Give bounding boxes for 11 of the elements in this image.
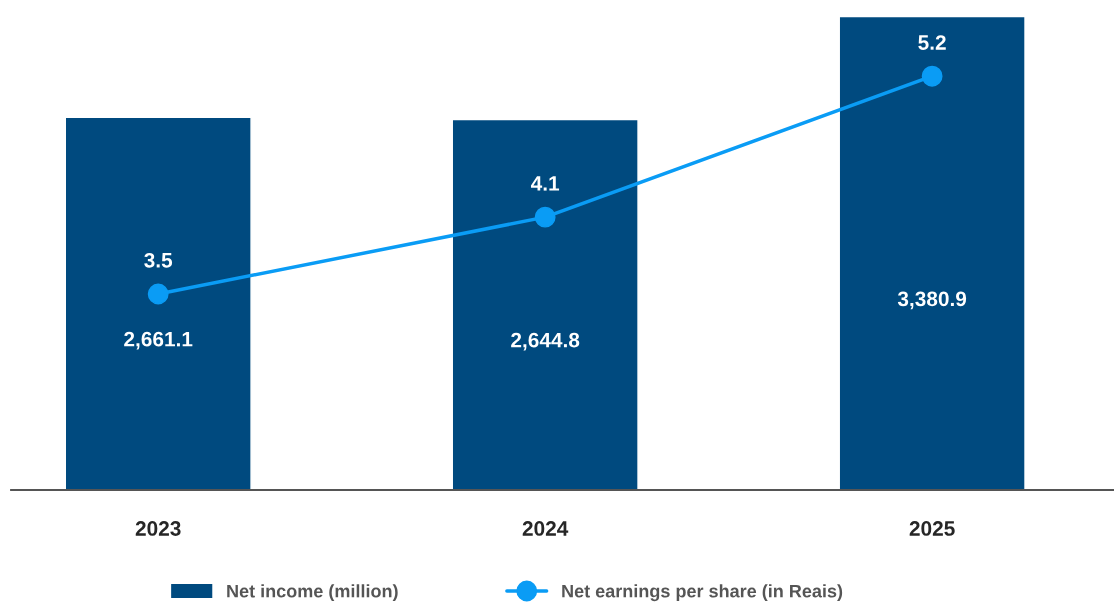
legend-label: Net earnings per share (in Reais) bbox=[562, 584, 843, 602]
data-label: 4.1 bbox=[530, 176, 560, 191]
data-label: 3.5 bbox=[144, 252, 173, 268]
x-tick-label: 2025 bbox=[909, 521, 955, 536]
data-label: 2,661.1 bbox=[124, 331, 193, 350]
data-label: 5.2 bbox=[918, 35, 946, 50]
x-tick-label: 2024 bbox=[522, 521, 569, 536]
legend-label: Net income (million) bbox=[227, 584, 398, 602]
x-tick-label: 2023 bbox=[135, 521, 181, 536]
data-label: 3,380.9 bbox=[897, 291, 967, 310]
data-label: 2,644.8 bbox=[511, 332, 580, 351]
